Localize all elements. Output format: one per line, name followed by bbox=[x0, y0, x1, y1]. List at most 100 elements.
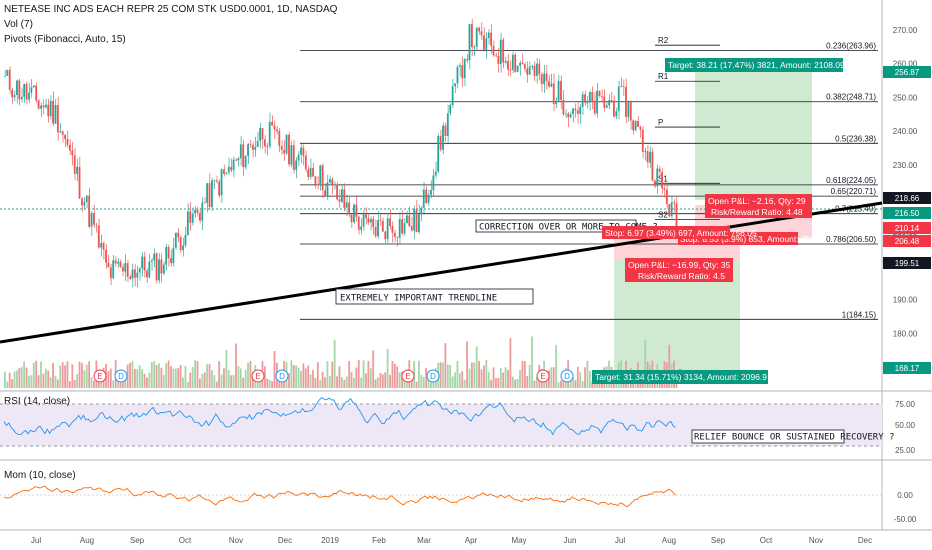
trendline-note: EXTREMELY IMPORTANT TRENDLINE bbox=[340, 294, 497, 304]
candle-body bbox=[357, 216, 360, 230]
volume-bar bbox=[365, 373, 367, 388]
volume-bar bbox=[367, 361, 370, 388]
candle-body bbox=[97, 225, 100, 248]
candle-body bbox=[131, 269, 134, 279]
candle-body bbox=[184, 234, 187, 246]
volume-bar bbox=[360, 377, 363, 388]
candle-body bbox=[516, 65, 519, 72]
volume-bar bbox=[179, 365, 182, 388]
volume-bar bbox=[324, 377, 326, 388]
candle-body bbox=[389, 218, 391, 227]
candle-body bbox=[483, 35, 485, 50]
volume-bar bbox=[206, 364, 209, 388]
candle-body bbox=[384, 231, 387, 240]
vol-indicator-label[interactable]: Vol (7) bbox=[4, 19, 33, 30]
rsi-label[interactable]: RSI (14, close) bbox=[4, 396, 70, 407]
candle-body bbox=[285, 134, 288, 154]
long2-target-tag[interactable] bbox=[592, 370, 768, 384]
candle-body bbox=[668, 203, 671, 217]
trendline-note-box[interactable] bbox=[335, 288, 534, 305]
volume-bar bbox=[555, 345, 558, 388]
time-tick-label: Sep bbox=[711, 536, 726, 545]
volume-bar bbox=[97, 379, 100, 388]
candle-body bbox=[386, 218, 389, 240]
candle-body bbox=[18, 80, 21, 100]
volume-bar bbox=[470, 362, 473, 388]
candle-body bbox=[353, 204, 355, 223]
mom-label[interactable]: Mom (10, close) bbox=[4, 470, 76, 481]
long2-stop-tag[interactable] bbox=[602, 226, 730, 239]
candle-body bbox=[454, 83, 456, 87]
candle-body bbox=[550, 83, 553, 87]
candle-body bbox=[605, 105, 608, 108]
candle-body bbox=[661, 171, 663, 189]
candle-body bbox=[644, 151, 647, 152]
volume-bar bbox=[504, 367, 507, 388]
candle-body bbox=[290, 145, 293, 165]
candle-body bbox=[112, 260, 115, 279]
candle-body bbox=[40, 105, 42, 109]
candle-body bbox=[314, 176, 317, 185]
candle-body bbox=[283, 149, 286, 154]
pivots-indicator-label[interactable]: Pivots (Fibonacci, Auto, 15) bbox=[4, 34, 126, 45]
candle-body bbox=[73, 155, 76, 174]
time-tick-label: Dec bbox=[858, 536, 872, 545]
candle-body bbox=[276, 129, 278, 132]
trendline[interactable] bbox=[0, 201, 883, 344]
candle-body bbox=[13, 95, 16, 98]
volume-bar bbox=[271, 381, 273, 388]
correction-note: CORRECTION OVER OR MORE TO COME ? bbox=[479, 223, 658, 233]
candle-body bbox=[162, 264, 165, 274]
volume-bar bbox=[8, 372, 11, 388]
candle-body bbox=[235, 159, 237, 161]
volume-bar bbox=[186, 381, 189, 388]
time-tick-label: Jul bbox=[615, 536, 625, 545]
long1-target-tag[interactable] bbox=[665, 58, 843, 72]
volume-bar bbox=[304, 368, 307, 388]
volume-bar bbox=[167, 360, 170, 388]
time-tick-label: Aug bbox=[80, 536, 94, 545]
candle-body bbox=[531, 65, 533, 67]
volume-bar bbox=[562, 375, 565, 388]
candle-body bbox=[478, 27, 481, 32]
relief-note-box[interactable] bbox=[691, 429, 845, 444]
time-tick-label: Oct bbox=[760, 536, 773, 545]
candle-body bbox=[514, 54, 517, 72]
candle-body bbox=[220, 169, 223, 196]
candle-body bbox=[93, 213, 95, 225]
candle-body bbox=[576, 110, 579, 114]
long1-profit-zone[interactable] bbox=[695, 65, 812, 200]
price-tag bbox=[883, 66, 931, 78]
candle-body bbox=[634, 121, 637, 131]
momentum-line bbox=[3, 485, 676, 508]
volume-bar bbox=[398, 372, 401, 388]
long2-pnl-tag[interactable] bbox=[625, 258, 733, 282]
volume-bar bbox=[109, 368, 112, 388]
candle-body bbox=[23, 83, 26, 97]
fib-level-label: 0.7(215.49) bbox=[835, 205, 876, 214]
price-tick-label: 250.00 bbox=[893, 93, 918, 102]
candle-body bbox=[85, 195, 88, 203]
candle-body bbox=[593, 101, 596, 114]
candle-body bbox=[150, 260, 153, 262]
volume-bar bbox=[468, 368, 471, 388]
dividend-marker-icon bbox=[426, 369, 440, 383]
mom-tick-label: 0.00 bbox=[897, 491, 913, 500]
long1-pnl-tag[interactable] bbox=[705, 194, 812, 218]
candle-body bbox=[362, 214, 365, 227]
fib-level-label: 0.618(224.05) bbox=[826, 176, 876, 185]
candle-body bbox=[651, 151, 654, 181]
volume-bar bbox=[71, 364, 74, 388]
volume-bar bbox=[138, 365, 141, 388]
candle-body bbox=[625, 86, 627, 117]
candle-body bbox=[261, 128, 264, 140]
volume-bar bbox=[454, 372, 456, 388]
candle-body bbox=[273, 125, 276, 130]
time-tick-label: Aug bbox=[662, 536, 676, 545]
volume-bar bbox=[42, 373, 45, 388]
volume-bar bbox=[401, 371, 403, 388]
candle-body bbox=[42, 105, 45, 108]
candle-body bbox=[557, 80, 560, 101]
candle-body bbox=[66, 139, 69, 145]
